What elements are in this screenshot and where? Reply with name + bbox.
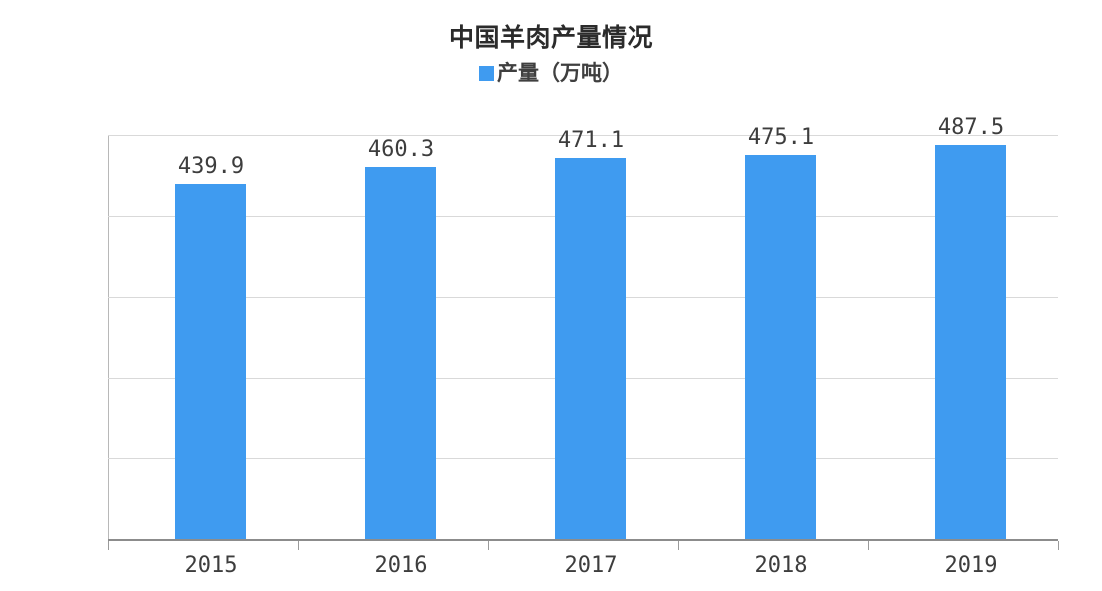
bar-value-label-2015: 439.9 — [177, 153, 245, 179]
bar-2015[interactable] — [175, 183, 246, 539]
x-tick-mark-4 — [868, 541, 869, 550]
x-tick-label-2015: 2015 — [184, 553, 238, 578]
x-tick-label-2019: 2019 — [944, 553, 998, 578]
x-tick-label-2016: 2016 — [374, 553, 428, 578]
x-tick-mark-5 — [1058, 541, 1059, 550]
x-axis-baseline — [108, 539, 1058, 541]
legend-item-label: 产量（万吨） — [497, 61, 623, 85]
gridline-500 — [108, 135, 1058, 136]
x-tick-mark-0 — [108, 541, 109, 550]
x-tick-label-2017: 2017 — [564, 553, 618, 578]
legend-item-production[interactable]: 产量（万吨） — [479, 63, 623, 84]
bar-2018[interactable] — [745, 155, 816, 539]
bar-2016[interactable] — [365, 167, 436, 539]
y-axis-line — [108, 135, 109, 541]
bar-2019[interactable] — [935, 145, 1006, 539]
chart-title: 中国羊肉产量情况 — [448, 23, 653, 52]
bar-value-label-2019: 487.5 — [937, 115, 1005, 141]
legend-swatch-icon — [479, 66, 494, 81]
chart-legend: 产量（万吨） — [0, 63, 1102, 84]
x-tick-mark-1 — [298, 541, 299, 550]
bar-value-label-2018: 475.1 — [747, 125, 815, 151]
bar-value-label-2017: 471.1 — [557, 128, 625, 154]
x-tick-label-2018: 2018 — [754, 553, 808, 578]
plot-area: 500 400 300 200 100 0 439.9 460.3 471.1 … — [108, 115, 1059, 578]
x-tick-mark-3 — [678, 541, 679, 550]
bar-2017[interactable] — [555, 158, 626, 539]
x-tick-mark-2 — [488, 541, 489, 550]
bar-value-label-2016: 460.3 — [367, 137, 435, 163]
